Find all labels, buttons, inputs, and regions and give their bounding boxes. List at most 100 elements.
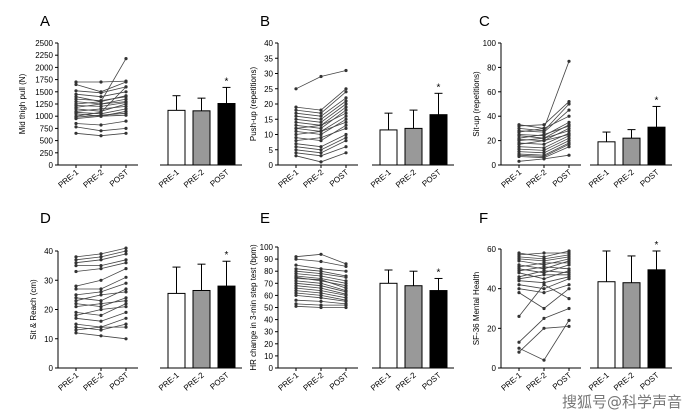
subject-point xyxy=(319,259,323,264)
subject-point xyxy=(294,279,298,283)
subject-point xyxy=(74,95,78,99)
y-tick-label: 50 xyxy=(264,304,273,313)
y-tick-label: 40 xyxy=(487,285,496,294)
subject-point xyxy=(344,293,348,297)
panel-letter: C xyxy=(479,13,490,30)
y-tick-label: 20 xyxy=(487,137,496,146)
subject-point xyxy=(344,120,348,124)
subject-point xyxy=(344,305,348,310)
subject-point xyxy=(124,281,128,285)
subject-point xyxy=(124,107,128,111)
subject-point xyxy=(99,102,103,106)
y-tick-label: 40 xyxy=(487,112,496,121)
x-tick-label: PRE-2 xyxy=(612,167,636,189)
subject-point xyxy=(124,275,128,279)
subject-point xyxy=(74,299,78,303)
subject-point xyxy=(294,105,298,109)
significance-marker: * xyxy=(655,240,659,251)
bar xyxy=(217,103,236,166)
x-tick-label: PRE-2 xyxy=(524,370,548,392)
subject-point xyxy=(517,147,521,151)
subject-point xyxy=(344,284,348,288)
subject-point xyxy=(542,146,546,150)
bar xyxy=(192,289,211,369)
subject-point xyxy=(74,131,78,135)
subject-point xyxy=(517,340,521,344)
bar xyxy=(647,126,666,166)
panel-letter: A xyxy=(40,13,50,30)
y-tick-label: 30 xyxy=(264,70,273,79)
subject-point xyxy=(99,134,103,138)
subject-point xyxy=(517,139,521,143)
panel-letter: B xyxy=(260,13,270,30)
subject-point xyxy=(124,305,128,309)
subject-point xyxy=(542,287,546,291)
subject-point xyxy=(344,114,348,118)
subject-point xyxy=(517,142,521,146)
subject-point xyxy=(99,287,103,291)
y-tick-label: 5 xyxy=(269,146,274,155)
subject-point xyxy=(319,303,323,307)
x-tick-label: PRE-1 xyxy=(276,167,300,189)
subject-point xyxy=(344,68,348,73)
subject-point xyxy=(99,267,103,271)
subject-point xyxy=(542,273,546,277)
subject-point xyxy=(567,324,571,328)
subject-point xyxy=(344,123,348,127)
subject-point xyxy=(319,111,323,115)
y-tick-label: 10 xyxy=(44,335,53,344)
subject-point xyxy=(99,307,103,312)
y-tick-label: 70 xyxy=(264,279,273,288)
subject-point xyxy=(319,267,323,271)
subject-point xyxy=(567,306,571,311)
subject-point xyxy=(294,154,298,158)
subject-point xyxy=(542,265,546,269)
y-tick-label: 90 xyxy=(264,255,273,264)
subject-point xyxy=(542,142,546,146)
subject-point xyxy=(517,159,521,163)
subject-point xyxy=(319,126,323,130)
subject-point xyxy=(294,136,298,140)
bar xyxy=(597,141,616,166)
subject-point xyxy=(74,121,78,126)
y-tick-label: 80 xyxy=(264,267,273,276)
subject-point xyxy=(124,119,128,123)
x-tick-label: POST xyxy=(551,168,574,189)
x-tick-label: POST xyxy=(420,371,443,392)
subject-point xyxy=(124,290,128,294)
subject-point xyxy=(99,305,103,309)
subject-point xyxy=(74,293,78,297)
subject-point xyxy=(99,293,103,297)
subject-point xyxy=(567,134,571,138)
subject-point xyxy=(319,286,323,290)
subject-point xyxy=(74,80,78,84)
subject-point xyxy=(294,289,298,293)
subject-line xyxy=(518,320,570,361)
subject-point xyxy=(567,283,571,287)
subject-point xyxy=(294,148,298,152)
subject-point xyxy=(319,293,323,297)
subject-point xyxy=(124,104,128,108)
subject-point xyxy=(74,261,78,265)
subject-point xyxy=(99,299,103,303)
subject-point xyxy=(99,319,103,323)
subject-point xyxy=(124,337,128,341)
y-tick-label: 2500 xyxy=(35,39,53,48)
subject-point xyxy=(74,328,78,332)
subject-point xyxy=(99,100,103,104)
subject-point xyxy=(124,267,128,271)
subject-point xyxy=(319,305,323,310)
y-tick-label: 20 xyxy=(264,340,273,349)
bar xyxy=(379,129,398,166)
bar xyxy=(217,285,236,369)
subject-point xyxy=(99,278,103,282)
x-tick-label: PRE-2 xyxy=(81,167,105,189)
subject-point xyxy=(294,269,298,273)
subject-line xyxy=(295,70,347,90)
subject-point xyxy=(124,302,128,306)
subject-point xyxy=(567,59,571,63)
subject-point xyxy=(344,262,348,266)
